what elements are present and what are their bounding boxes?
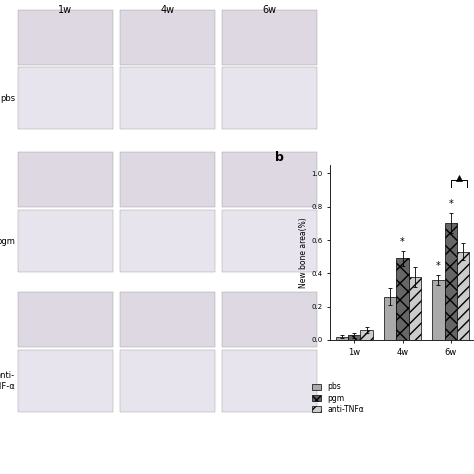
Text: 1w: 1w [58, 5, 73, 15]
Bar [18, 350, 113, 412]
Text: pbs: pbs [0, 93, 15, 102]
Bar [18, 292, 113, 347]
Bar [222, 152, 317, 207]
Bar [336, 337, 348, 340]
Bar [120, 10, 215, 65]
Bar [120, 292, 215, 347]
Text: *: * [400, 237, 405, 246]
Bar [222, 292, 317, 347]
Bar [18, 210, 113, 272]
Text: b: b [275, 151, 284, 164]
Bar [18, 67, 113, 129]
Bar [432, 280, 445, 340]
Bar [222, 210, 317, 272]
Bar [120, 152, 215, 207]
Bar [222, 10, 317, 65]
Bar [120, 67, 215, 129]
Y-axis label: New bone area(%): New bone area(%) [300, 217, 308, 288]
Bar [396, 258, 409, 340]
Bar [445, 223, 457, 340]
Text: anti-
TNF-α: anti- TNF-α [0, 371, 15, 391]
Text: *: * [448, 199, 453, 209]
Text: 4w: 4w [160, 5, 174, 15]
Text: 6w: 6w [263, 5, 276, 15]
Bar [120, 210, 215, 272]
Bar [120, 350, 215, 412]
Bar [360, 330, 373, 340]
Bar [457, 252, 469, 340]
Bar [18, 10, 113, 65]
Bar [18, 152, 113, 207]
Bar [384, 297, 396, 340]
Text: *: * [436, 261, 441, 271]
Bar [348, 335, 360, 340]
Legend: pbs, pgm, anti-TNFα: pbs, pgm, anti-TNFα [312, 383, 364, 414]
Bar [409, 277, 421, 340]
Bar [222, 67, 317, 129]
Text: pgm: pgm [0, 237, 15, 246]
Bar [222, 350, 317, 412]
